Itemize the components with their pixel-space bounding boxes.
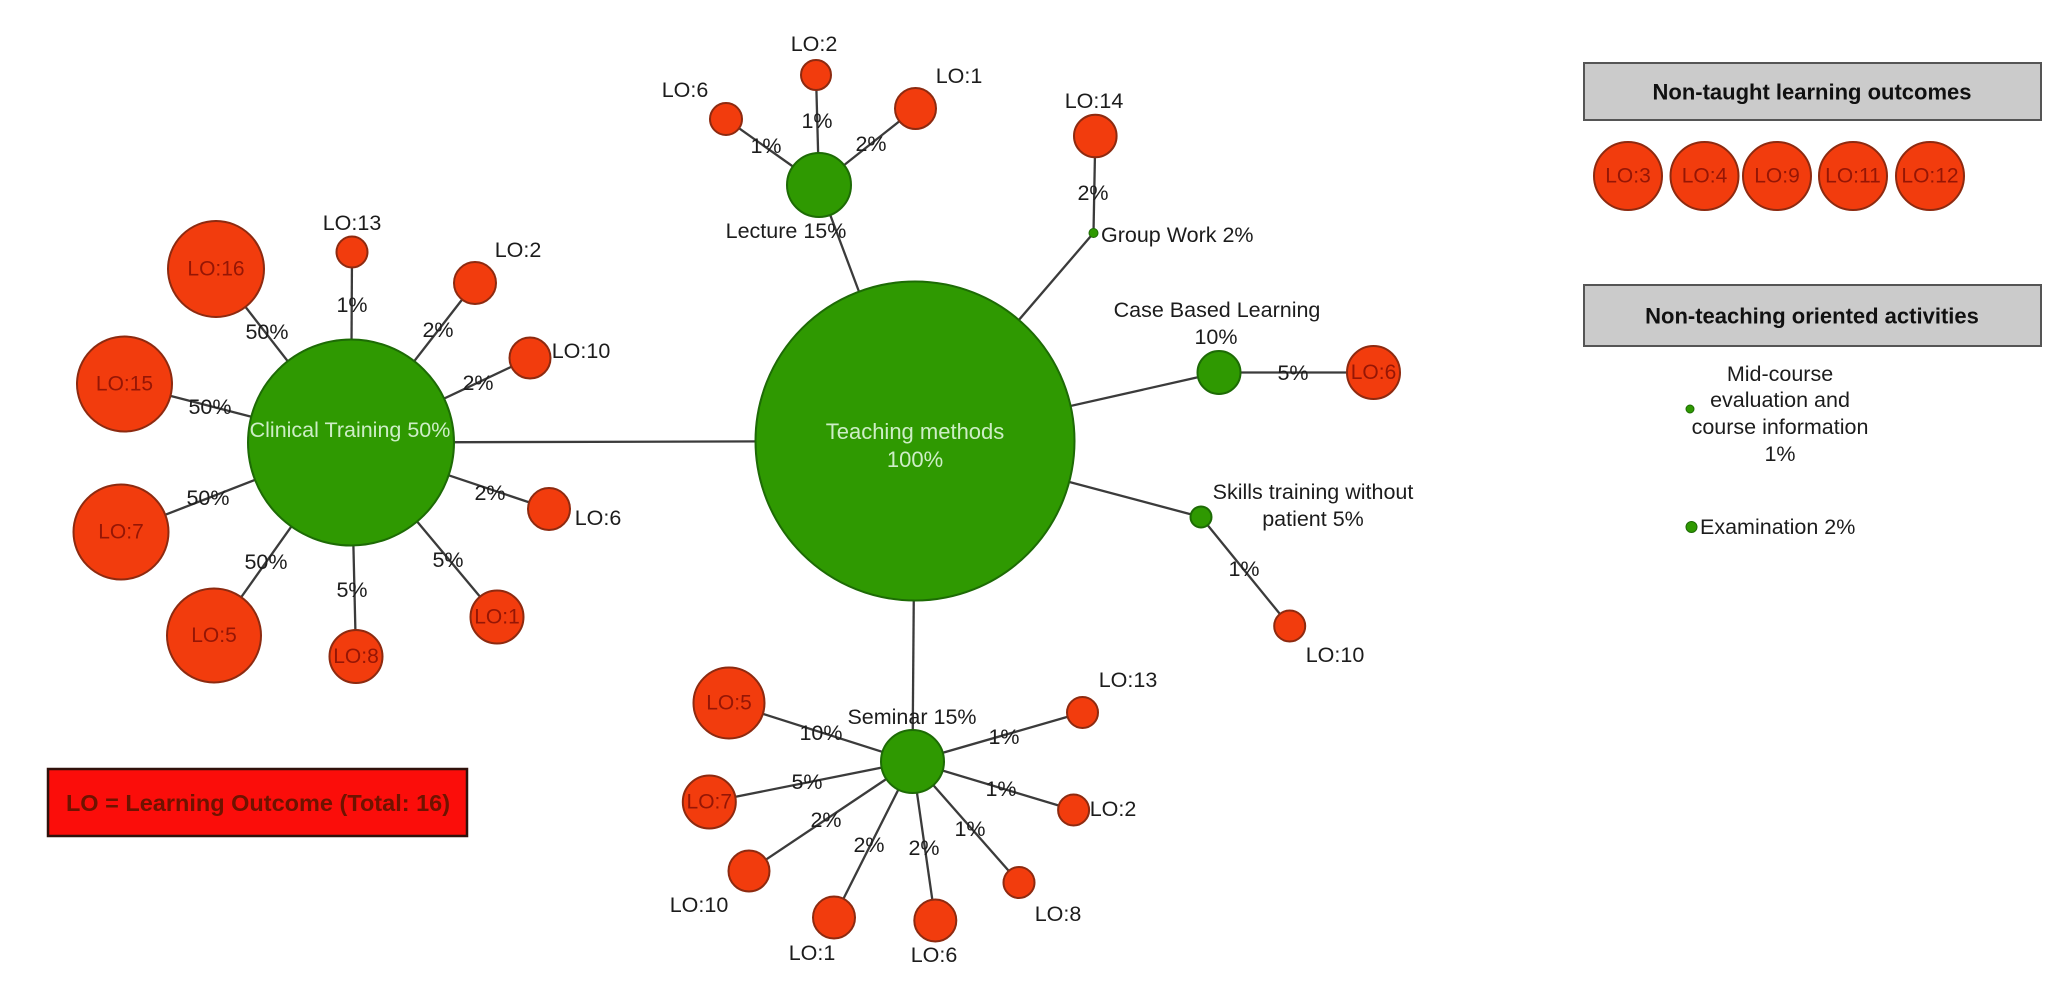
svg-text:2%: 2% bbox=[462, 371, 493, 395]
svg-text:5%: 5% bbox=[336, 578, 367, 602]
svg-text:LO:2: LO:2 bbox=[791, 32, 838, 56]
svg-text:Case Based Learning: Case Based Learning bbox=[1114, 298, 1321, 322]
svg-text:Seminar 15%: Seminar 15% bbox=[847, 705, 976, 729]
svg-text:LO:2: LO:2 bbox=[495, 238, 542, 262]
svg-text:LO:1: LO:1 bbox=[474, 606, 520, 629]
svg-text:2%: 2% bbox=[853, 833, 884, 857]
svg-text:Teaching methods: Teaching methods bbox=[826, 419, 1005, 444]
svg-text:1%: 1% bbox=[1228, 557, 1259, 581]
svg-text:LO:1: LO:1 bbox=[789, 941, 836, 965]
svg-text:100%: 100% bbox=[887, 447, 943, 472]
svg-text:2%: 2% bbox=[810, 808, 841, 832]
svg-text:LO:11: LO:11 bbox=[1825, 165, 1881, 188]
svg-text:LO:13: LO:13 bbox=[1099, 668, 1158, 692]
svg-text:1%: 1% bbox=[750, 134, 781, 158]
svg-text:Lecture 15%: Lecture 15% bbox=[726, 219, 847, 243]
svg-text:LO:13: LO:13 bbox=[323, 211, 382, 235]
svg-text:5%: 5% bbox=[791, 770, 822, 794]
svg-text:1%: 1% bbox=[985, 777, 1016, 801]
svg-text:2%: 2% bbox=[1077, 181, 1108, 205]
svg-text:LO:12: LO:12 bbox=[1901, 165, 1958, 188]
svg-text:1%: 1% bbox=[801, 109, 832, 133]
svg-text:10%: 10% bbox=[1194, 325, 1237, 349]
svg-text:LO:7: LO:7 bbox=[687, 791, 733, 814]
svg-text:1%: 1% bbox=[954, 817, 985, 841]
svg-text:LO:6: LO:6 bbox=[911, 943, 958, 967]
svg-text:2%: 2% bbox=[908, 836, 939, 860]
svg-text:LO:4: LO:4 bbox=[1682, 165, 1728, 188]
svg-text:LO:2: LO:2 bbox=[1090, 797, 1137, 821]
svg-text:2%: 2% bbox=[474, 481, 505, 505]
svg-text:LO:1: LO:1 bbox=[936, 64, 983, 88]
svg-text:LO:5: LO:5 bbox=[706, 692, 752, 715]
svg-text:LO:10: LO:10 bbox=[1306, 643, 1365, 667]
svg-text:LO:15: LO:15 bbox=[96, 373, 153, 396]
svg-text:50%: 50% bbox=[186, 486, 229, 510]
svg-text:Non-taught learning outcomes: Non-taught learning outcomes bbox=[1653, 80, 1972, 105]
svg-text:50%: 50% bbox=[245, 320, 288, 344]
svg-text:Examination 2%: Examination 2% bbox=[1700, 515, 1855, 539]
svg-text:patient 5%: patient 5% bbox=[1262, 507, 1364, 531]
svg-text:LO:10: LO:10 bbox=[552, 339, 611, 363]
svg-text:5%: 5% bbox=[1277, 361, 1308, 385]
svg-text:LO:9: LO:9 bbox=[1754, 165, 1800, 188]
svg-text:LO:7: LO:7 bbox=[98, 521, 144, 544]
svg-text:1%: 1% bbox=[336, 293, 367, 317]
svg-text:Non-teaching oriented activiti: Non-teaching oriented activities bbox=[1645, 304, 1979, 329]
svg-text:Group Work 2%: Group Work 2% bbox=[1101, 223, 1254, 247]
svg-text:50%: 50% bbox=[188, 395, 231, 419]
svg-text:LO:10: LO:10 bbox=[670, 893, 729, 917]
svg-text:5%: 5% bbox=[432, 548, 463, 572]
svg-text:LO:8: LO:8 bbox=[1035, 902, 1082, 926]
svg-text:50%: 50% bbox=[244, 550, 287, 574]
svg-text:LO:8: LO:8 bbox=[333, 645, 379, 668]
svg-text:course information: course information bbox=[1692, 415, 1869, 439]
svg-text:LO:3: LO:3 bbox=[1605, 165, 1651, 188]
svg-text:LO = Learning Outcome (Total:: LO = Learning Outcome (Total: 16) bbox=[66, 790, 450, 816]
svg-text:LO:5: LO:5 bbox=[191, 624, 237, 647]
svg-text:LO:6: LO:6 bbox=[1351, 361, 1397, 384]
svg-text:LO:16: LO:16 bbox=[187, 258, 244, 281]
svg-text:LO:6: LO:6 bbox=[662, 78, 709, 102]
svg-text:Mid-course: Mid-course bbox=[1727, 362, 1833, 386]
svg-text:Clinical Training 50%: Clinical Training 50% bbox=[250, 418, 451, 442]
svg-text:2%: 2% bbox=[855, 132, 886, 156]
svg-text:Skills training without: Skills training without bbox=[1213, 480, 1414, 504]
svg-text:LO:6: LO:6 bbox=[575, 506, 622, 530]
svg-text:10%: 10% bbox=[799, 721, 842, 745]
svg-text:LO:14: LO:14 bbox=[1065, 89, 1124, 113]
svg-text:2%: 2% bbox=[422, 318, 453, 342]
svg-text:1%: 1% bbox=[1764, 442, 1795, 466]
svg-text:evaluation and: evaluation and bbox=[1710, 388, 1850, 412]
svg-text:1%: 1% bbox=[988, 725, 1019, 749]
